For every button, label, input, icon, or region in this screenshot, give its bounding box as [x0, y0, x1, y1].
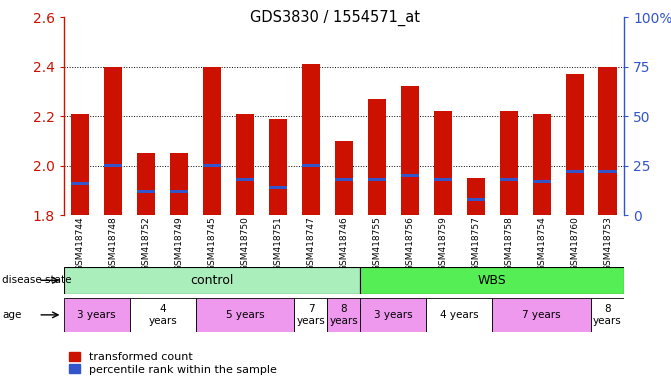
Bar: [104, 164, 122, 167]
Bar: [203, 164, 221, 167]
Bar: [493, 298, 591, 332]
Text: 3 years: 3 years: [374, 310, 413, 320]
Text: GDS3830 / 1554571_at: GDS3830 / 1554571_at: [250, 10, 421, 26]
Bar: [327, 298, 360, 332]
Bar: [170, 153, 188, 215]
Text: 8
years: 8 years: [329, 304, 358, 326]
Bar: [566, 170, 584, 173]
Bar: [566, 74, 584, 215]
Bar: [104, 67, 122, 215]
Bar: [433, 178, 452, 181]
Bar: [599, 170, 617, 173]
Text: 8
years: 8 years: [593, 304, 622, 326]
Bar: [236, 178, 254, 181]
Bar: [433, 111, 452, 215]
Bar: [335, 178, 353, 181]
Bar: [466, 178, 484, 215]
Bar: [500, 111, 518, 215]
Bar: [71, 182, 89, 185]
Bar: [401, 86, 419, 215]
Bar: [360, 298, 426, 332]
Bar: [170, 190, 188, 193]
Bar: [533, 114, 551, 215]
Text: WBS: WBS: [478, 274, 507, 287]
Bar: [64, 267, 360, 294]
Bar: [269, 119, 287, 215]
Bar: [368, 178, 386, 181]
Bar: [137, 190, 155, 193]
Text: 4
years: 4 years: [148, 304, 177, 326]
Text: 7 years: 7 years: [522, 310, 561, 320]
Legend: transformed count, percentile rank within the sample: transformed count, percentile rank withi…: [69, 352, 277, 375]
Bar: [533, 180, 551, 183]
Bar: [426, 298, 493, 332]
Bar: [335, 141, 353, 215]
Bar: [64, 298, 130, 332]
Text: control: control: [191, 274, 234, 287]
Bar: [137, 153, 155, 215]
Bar: [203, 67, 221, 215]
Text: 5 years: 5 years: [225, 310, 264, 320]
Bar: [591, 298, 624, 332]
Bar: [302, 64, 320, 215]
Bar: [360, 267, 624, 294]
Bar: [71, 114, 89, 215]
Bar: [368, 99, 386, 215]
Bar: [295, 298, 327, 332]
Bar: [466, 198, 484, 201]
Text: 3 years: 3 years: [77, 310, 116, 320]
Bar: [195, 298, 295, 332]
Bar: [236, 114, 254, 215]
Text: 4 years: 4 years: [440, 310, 478, 320]
Bar: [401, 174, 419, 177]
Bar: [130, 298, 195, 332]
Text: age: age: [2, 310, 21, 320]
Bar: [269, 186, 287, 189]
Text: 7
years: 7 years: [297, 304, 325, 326]
Bar: [500, 178, 518, 181]
Text: disease state: disease state: [2, 275, 72, 285]
Bar: [599, 67, 617, 215]
Bar: [302, 164, 320, 167]
